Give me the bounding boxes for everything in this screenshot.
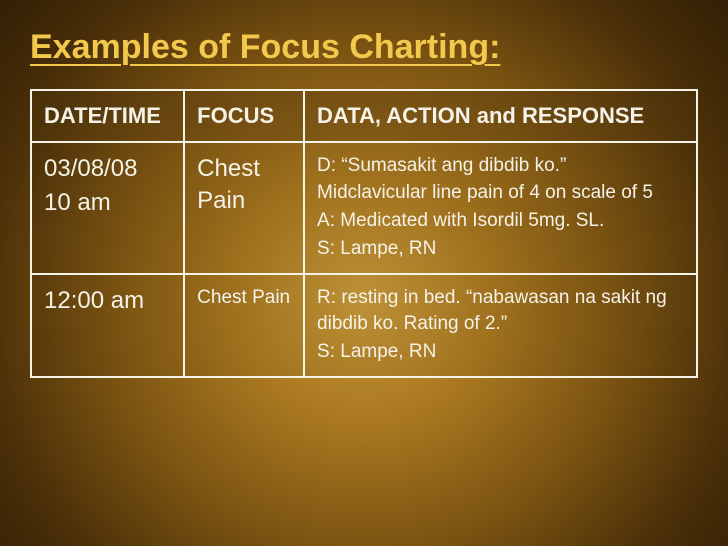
dar-line: S: Lampe, RN xyxy=(317,236,684,262)
datetime-line: 12:00 am xyxy=(44,285,171,317)
dar-line: D: “Sumasakit ang dibdib ko.” xyxy=(317,153,684,179)
cell-focus: Chest Pain xyxy=(184,142,304,275)
slide-title: Examples of Focus Charting: xyxy=(30,28,698,67)
dar-line: A: Medicated with Isordil 5mg. SL. xyxy=(317,208,684,234)
cell-dar: R: resting in bed. “nabawasan na sakit n… xyxy=(304,274,697,377)
col-header-dar: DATA, ACTION and RESPONSE xyxy=(304,90,697,142)
cell-datetime: 12:00 am xyxy=(31,274,184,377)
table-header-row: DATE/TIME FOCUS DATA, ACTION and RESPONS… xyxy=(31,90,697,142)
datetime-line: 10 am xyxy=(44,187,171,219)
dar-line: R: resting in bed. “nabawasan na sakit n… xyxy=(317,285,684,336)
col-header-datetime: DATE/TIME xyxy=(31,90,184,142)
table-row: 12:00 am Chest Pain R: resting in bed. “… xyxy=(31,274,697,377)
cell-datetime: 03/08/08 10 am xyxy=(31,142,184,275)
table-row: 03/08/08 10 am Chest Pain D: “Sumasakit … xyxy=(31,142,697,275)
dar-line: Midclavicular line pain of 4 on scale of… xyxy=(317,180,684,206)
col-header-focus: FOCUS xyxy=(184,90,304,142)
chart-table-wrap: DATE/TIME FOCUS DATA, ACTION and RESPONS… xyxy=(30,89,698,378)
cell-focus: Chest Pain xyxy=(184,274,304,377)
datetime-line: 03/08/08 xyxy=(44,153,171,185)
dar-line: S: Lampe, RN xyxy=(317,339,684,365)
cell-dar: D: “Sumasakit ang dibdib ko.” Midclavicu… xyxy=(304,142,697,275)
focus-chart-table: DATE/TIME FOCUS DATA, ACTION and RESPONS… xyxy=(30,89,698,378)
